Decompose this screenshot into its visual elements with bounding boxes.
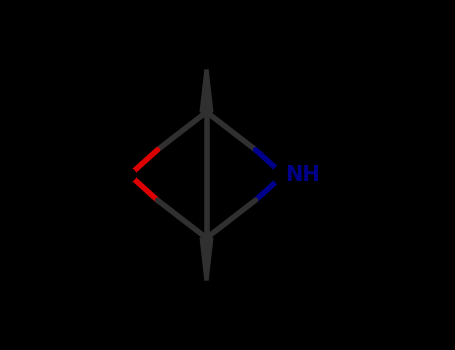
Text: NH: NH: [285, 165, 320, 185]
Circle shape: [273, 164, 294, 186]
Polygon shape: [200, 238, 213, 280]
Circle shape: [123, 169, 136, 181]
Polygon shape: [200, 70, 213, 112]
